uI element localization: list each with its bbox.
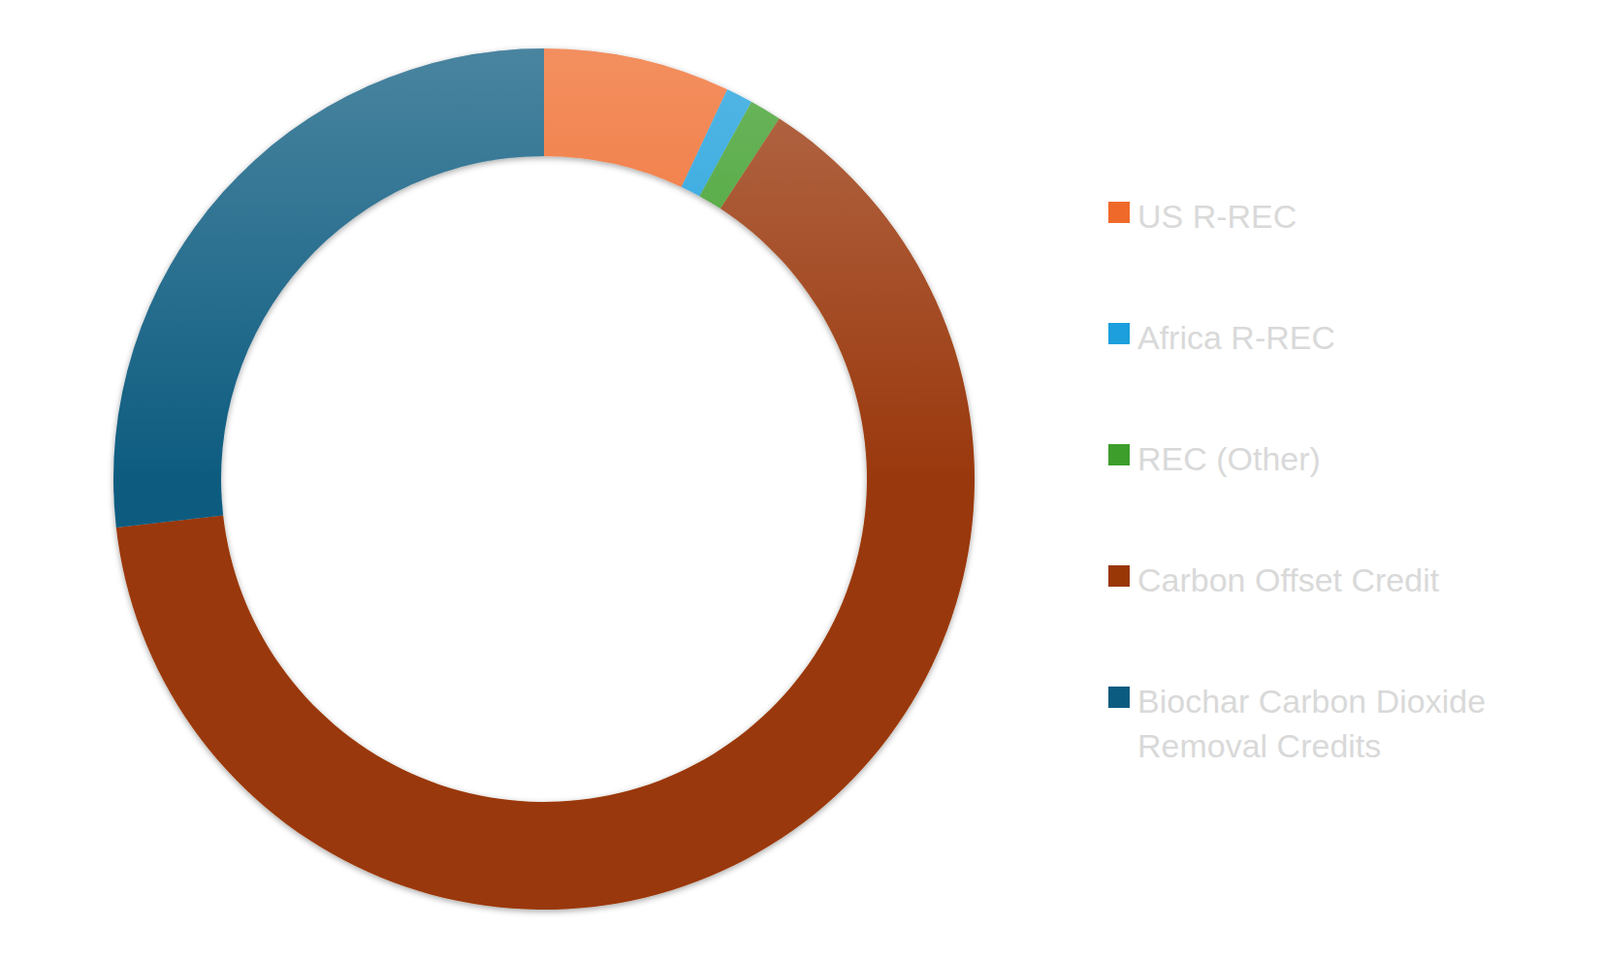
legend-label: Africa R-REC — [1137, 315, 1336, 360]
legend-swatch — [1108, 565, 1130, 587]
legend-swatch — [1108, 322, 1130, 345]
legend-swatch — [1108, 201, 1130, 224]
legend-item: REC (Other) — [1108, 436, 1321, 481]
shine — [113, 48, 975, 910]
legend-item: Africa R-REC — [1108, 315, 1336, 360]
legend-label: Biochar Carbon Dioxide Removal Credits — [1137, 678, 1565, 768]
legend-swatch — [1108, 444, 1130, 466]
legend-item: US R-REC — [1108, 193, 1297, 239]
donut — [113, 48, 975, 910]
legend-label: Carbon Offset Credit — [1137, 557, 1440, 603]
legend: US R-REC Africa R-REC REC (Other) Carbon Of… — [1108, 0, 1594, 960]
chart-area — [0, 0, 1067, 960]
slice — [113, 48, 544, 528]
legend-label: US R-REC — [1137, 193, 1297, 239]
legend-swatch — [1108, 686, 1130, 708]
legend-label: REC (Other) — [1137, 436, 1321, 481]
legend-item: Biochar Carbon Dioxide Removal Credits — [1108, 678, 1565, 768]
legend-item: Carbon Offset Credit — [1108, 557, 1440, 603]
